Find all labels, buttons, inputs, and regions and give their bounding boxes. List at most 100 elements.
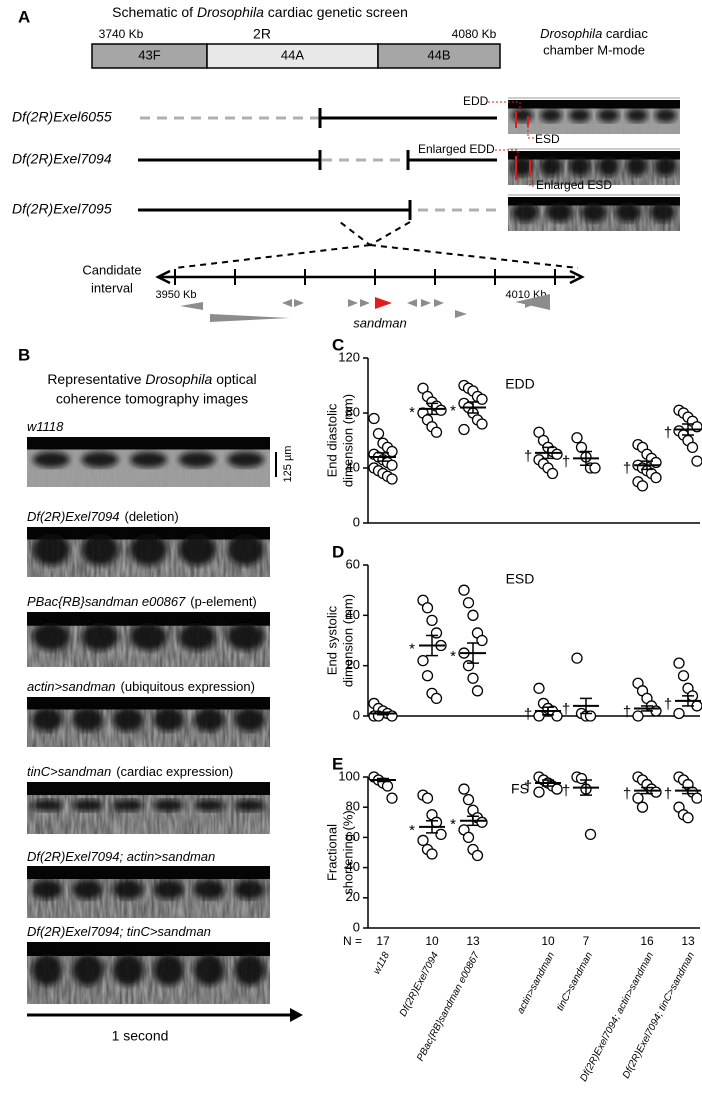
heart-chamber xyxy=(597,156,620,177)
panel-title-part: Drosophila xyxy=(197,4,264,20)
data-point xyxy=(650,471,662,484)
data-point xyxy=(571,652,583,664)
heart-chamber xyxy=(234,707,266,732)
genotype: Df(2R)Exel7094; actin>sandman xyxy=(27,849,215,864)
data-point xyxy=(421,602,434,614)
gene-arrow xyxy=(294,299,304,307)
heart-chamber xyxy=(568,108,591,123)
kb-label: 4080 Kb xyxy=(452,27,497,41)
significance-mark: † xyxy=(664,786,672,803)
data-point xyxy=(533,682,545,694)
heart-chamber xyxy=(112,953,144,986)
x-tick-label: Df(2R)Exel7094; tinC>sandman xyxy=(621,950,697,1080)
oct-image xyxy=(508,197,680,231)
heart-chamber xyxy=(227,622,265,651)
heart-chamber xyxy=(32,451,70,468)
data-point xyxy=(467,609,479,621)
y-tick-label: 40 xyxy=(346,459,360,474)
y-tick-label: 100 xyxy=(338,768,360,783)
oct-image xyxy=(27,437,270,487)
data-point xyxy=(650,786,662,798)
genotype: w1118 xyxy=(27,419,64,434)
panel-letter: E xyxy=(332,754,343,773)
n-value: 17 xyxy=(376,934,390,948)
data-point xyxy=(476,634,488,647)
image-top-band xyxy=(508,151,680,160)
heart-chamber xyxy=(153,879,185,900)
data-point xyxy=(551,448,563,460)
heart-chamber xyxy=(81,451,119,468)
y-tick-label: 20 xyxy=(346,889,360,904)
heart-chamber xyxy=(178,451,216,468)
significance-mark: † xyxy=(664,424,672,441)
oct-image xyxy=(27,697,270,747)
data-point xyxy=(571,432,583,444)
x-tick-label: tinC>sandman xyxy=(555,950,595,1013)
genotype: tinC>sandman xyxy=(27,764,111,779)
mmode-title: Drosophila cardiac xyxy=(540,26,648,41)
significance-mark: † xyxy=(562,453,570,470)
heart-chamber xyxy=(626,108,648,123)
data-point xyxy=(458,423,470,436)
heart-chamber xyxy=(112,799,144,812)
genotype-label: PBac{RB}sandman e00867 (p-element) xyxy=(27,594,257,609)
gene-arrow xyxy=(375,297,392,309)
y-tick-label: 80 xyxy=(346,404,360,419)
gene-arrow xyxy=(421,299,431,307)
chart-title: FS xyxy=(511,781,529,797)
esd-pointer xyxy=(529,176,535,187)
esd-pointer xyxy=(527,126,534,139)
heart-chamber xyxy=(153,953,185,986)
genotype: Df(2R)Exel7094; tinC>sandman xyxy=(27,924,211,939)
genotype-label: Df(2R)Exel7094; actin>sandman xyxy=(27,849,215,864)
data-point xyxy=(386,445,398,458)
y-tick-label: 0 xyxy=(353,919,360,934)
data-point xyxy=(435,404,447,416)
genotype: PBac{RB}sandman e00867 xyxy=(27,594,186,609)
image-top-band xyxy=(27,612,270,626)
data-point xyxy=(381,780,394,792)
data-point xyxy=(682,812,694,824)
significance-mark: † xyxy=(562,783,570,800)
x-tick-label: Df(2R)Exel7094 xyxy=(398,950,441,1018)
heart-chamber xyxy=(234,953,266,986)
data-point xyxy=(551,710,563,722)
oct-image xyxy=(508,100,680,134)
heart-chamber xyxy=(31,799,63,812)
data-point xyxy=(589,462,601,474)
significance-mark: * xyxy=(409,404,415,421)
significance-mark: * xyxy=(409,822,415,839)
gene-arrow xyxy=(515,294,550,310)
heart-chamber xyxy=(234,799,266,812)
oct-image xyxy=(27,942,270,1004)
n-prefix: N = xyxy=(343,934,362,948)
heart-chamber xyxy=(546,202,573,223)
image-top-band xyxy=(508,100,680,109)
data-point xyxy=(430,627,443,639)
data-point xyxy=(386,459,398,471)
heart-chamber xyxy=(227,533,265,566)
panel-title-part: Schematic of xyxy=(112,4,197,20)
data-point xyxy=(462,831,475,844)
data-point xyxy=(686,441,699,454)
genotype: actin>sandman xyxy=(27,679,116,694)
y-tick-label: 20 xyxy=(346,657,360,672)
image-top-band xyxy=(27,942,270,956)
interval-label: interval xyxy=(91,280,133,295)
heart-chamber xyxy=(130,451,167,468)
image-top-band xyxy=(27,527,270,540)
n-value: 13 xyxy=(681,934,695,948)
heart-chamber xyxy=(540,108,562,123)
y-tick-label: 60 xyxy=(346,556,360,571)
significance-mark: † xyxy=(524,778,532,795)
gene-arrow xyxy=(180,302,203,310)
heart-chamber xyxy=(112,879,144,900)
panel-title: Schematic of Drosophila cardiac genetic … xyxy=(112,4,408,20)
heart-chamber xyxy=(32,622,70,651)
interval-label: Candidate xyxy=(82,262,141,277)
deletion-label: Df(2R)Exel7094 xyxy=(12,151,112,167)
heart-chamber xyxy=(227,451,265,468)
genotype-note: (p-element) xyxy=(190,594,256,609)
heart-chamber xyxy=(654,156,677,177)
genotype-label: Df(2R)Exel7094; tinC>sandman xyxy=(27,924,211,939)
